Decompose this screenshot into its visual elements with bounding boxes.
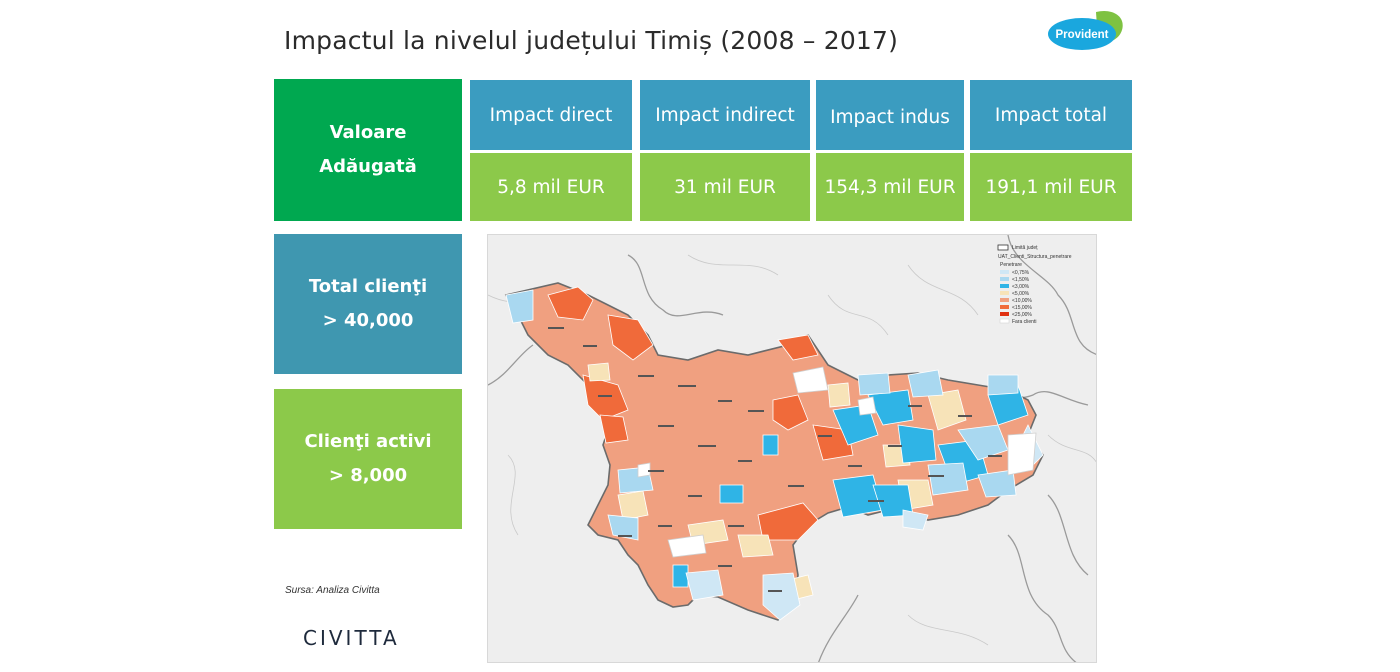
legend-item: <0,75% xyxy=(1012,270,1030,276)
map-legend: Limită județ UAT_Clienti_Structura_penet… xyxy=(997,244,1072,325)
impact-direct-value: 5,8 mil EUR xyxy=(470,153,632,221)
legend-item: <25,00% xyxy=(1012,312,1032,318)
districts-orange xyxy=(547,286,854,541)
districts-blue xyxy=(672,384,1029,588)
source-note: Sursa: Analiza Civitta xyxy=(285,585,380,596)
panel-label-line1: Total clienţi xyxy=(308,276,428,297)
district-label-marks xyxy=(548,327,1002,592)
clienti-activi-panel: Clienţi activi > 8,000 xyxy=(274,389,462,529)
impact-total-header: Impact total xyxy=(970,80,1132,150)
impact-indirect-value: 31 mil EUR xyxy=(640,153,810,221)
panel-value: > 40,000 xyxy=(322,310,414,331)
total-clienti-panel: Total clienţi > 40,000 xyxy=(274,234,462,374)
impact-indus-header: Impact indus xyxy=(816,80,964,150)
panel-label-line2: Adăugată xyxy=(319,156,417,177)
legend-item: <1,50% xyxy=(1012,277,1030,283)
provident-logo: Provident xyxy=(1046,8,1124,54)
page-title: Impactul la nivelul județului Timiș (200… xyxy=(284,26,899,55)
impact-indirect-header: Impact indirect xyxy=(640,80,810,150)
legend-title: Limită județ xyxy=(1012,245,1038,251)
legend-section: Penetrare xyxy=(1000,262,1022,268)
legend-item: Fara clienti xyxy=(1012,319,1036,325)
districts-white xyxy=(637,366,1037,558)
minor-borders xyxy=(488,254,1096,646)
timis-penetration-map: Limită județ UAT_Clienti_Structura_penet… xyxy=(487,234,1097,663)
impact-total-value: 191,1 mil EUR xyxy=(970,153,1132,221)
legend-item: <10,00% xyxy=(1012,298,1032,304)
legend-subtitle: UAT_Clienti_Structura_penetrare xyxy=(998,254,1072,260)
legend-item: <5,00% xyxy=(1012,291,1030,297)
impact-indus-value: 154,3 mil EUR xyxy=(816,153,964,221)
panel-label-line1: Valoare xyxy=(329,122,407,143)
panel-value: > 8,000 xyxy=(328,465,408,486)
provident-logo-text: Provident xyxy=(1055,29,1108,41)
legend-item: <3,00% xyxy=(1012,284,1030,290)
civitta-logo: CIVITTA xyxy=(303,626,400,650)
valoare-adaugata-panel: Valoare Adăugată xyxy=(274,79,462,221)
panel-label-line1: Clienţi activi xyxy=(304,431,432,452)
region-borders xyxy=(488,235,1096,662)
legend-item: <15,00% xyxy=(1012,305,1032,311)
impact-direct-header: Impact direct xyxy=(470,80,632,150)
